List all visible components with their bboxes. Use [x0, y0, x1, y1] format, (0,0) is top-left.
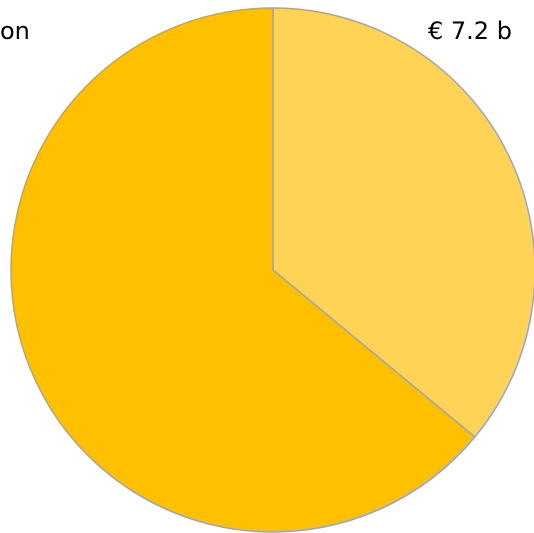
pie-slice — [272, 7, 534, 439]
data-label: on — [0, 17, 30, 45]
pie-slice — [10, 7, 476, 533]
data-label: € 7.2 b — [428, 17, 512, 45]
